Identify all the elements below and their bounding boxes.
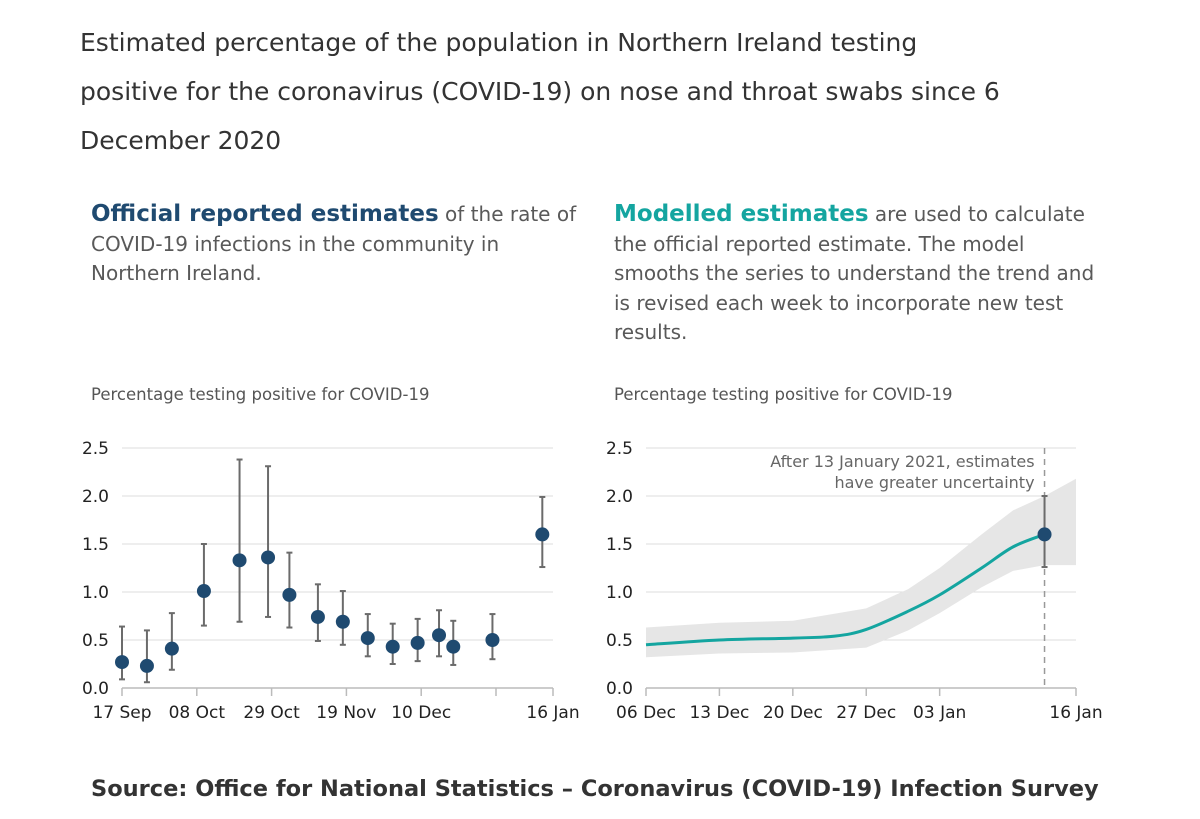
y-tick-label: 2.0 xyxy=(606,487,633,507)
estimate-point xyxy=(261,550,276,565)
estimate-point xyxy=(335,614,350,629)
modelled-estimates-description: Modelled estimates are used to calculate… xyxy=(614,200,1114,348)
right-y-axis-label: Percentage testing positive for COVID-19 xyxy=(614,385,953,404)
x-tick-label: 17 Sep xyxy=(92,703,151,723)
x-tick-label: 10 Dec xyxy=(391,703,451,723)
x-tick-label: 29 Oct xyxy=(243,703,300,723)
modelled-estimates-text: are used to calculate the official repor… xyxy=(614,202,1095,344)
y-tick-label: 1.5 xyxy=(82,535,109,555)
annotation-text: After 13 January 2021, estimates xyxy=(770,452,1034,471)
x-tick-label: 08 Oct xyxy=(169,703,226,723)
y-tick-label: 0.5 xyxy=(82,631,109,651)
estimate-point xyxy=(164,641,179,656)
estimate-point xyxy=(385,639,400,654)
modelled-estimates-heading: Modelled estimates xyxy=(614,201,869,227)
y-tick-label: 1.0 xyxy=(606,583,633,603)
page-title: Estimated percentage of the population i… xyxy=(80,28,1000,155)
estimate-point xyxy=(360,631,375,646)
official-estimates-description: Official reported estimates of the rate … xyxy=(91,200,591,289)
source-note: Source: Office for National Statistics –… xyxy=(91,776,1099,802)
left-y-axis-label: Percentage testing positive for COVID-19 xyxy=(91,385,430,404)
estimate-point xyxy=(282,587,297,602)
y-tick-label: 2.0 xyxy=(82,487,109,507)
x-tick-label: 27 Dec xyxy=(836,703,896,723)
x-tick-label: 20 Dec xyxy=(763,703,823,723)
y-tick-label: 0.5 xyxy=(606,631,633,651)
estimate-point xyxy=(310,609,325,624)
official-estimates-heading: Official reported estimates xyxy=(91,201,439,227)
estimate-point xyxy=(432,628,447,643)
modelled-estimate-line xyxy=(645,533,1046,647)
estimate-point xyxy=(410,635,425,650)
estimate-point xyxy=(115,655,129,670)
y-tick-label: 2.5 xyxy=(82,439,109,459)
estimate-point xyxy=(485,633,500,647)
x-tick-label: 16 Jan xyxy=(526,703,579,723)
modelled-estimates-chart: 0.0 0.5 1.0 1.5 2.0 2.5 06 Dec 13 Dec 20 Dec 27 D… xyxy=(606,439,1103,723)
estimate-point xyxy=(196,584,211,599)
x-tick-label: 03 Jan xyxy=(913,703,966,723)
annotation-text: have greater uncertainty xyxy=(834,473,1034,492)
y-tick-label: 1.0 xyxy=(82,583,109,603)
estimate-point xyxy=(535,527,550,542)
estimate-point xyxy=(139,658,154,673)
x-tick-label: 16 Jan xyxy=(1049,703,1102,723)
x-tick-label: 06 Dec xyxy=(616,703,676,723)
official-estimates-chart: 0.0 0.5 1.0 1.5 2.0 2.5 17 Sep 08 Oct 29 Oct 19 N… xyxy=(82,439,580,723)
y-tick-label: 0.0 xyxy=(606,679,633,699)
y-tick-label: 0.0 xyxy=(82,679,109,699)
estimate-point xyxy=(1037,527,1052,542)
estimate-point xyxy=(446,639,461,654)
y-tick-label: 2.5 xyxy=(606,439,633,459)
y-tick-label: 1.5 xyxy=(606,535,633,555)
estimate-point xyxy=(232,553,247,568)
official-estimates-text: of the rate of COVID-19 infections in th… xyxy=(91,202,577,285)
uncertainty-band xyxy=(646,478,1076,658)
x-tick-label: 19 Nov xyxy=(316,703,376,723)
x-tick-label: 13 Dec xyxy=(689,703,749,723)
